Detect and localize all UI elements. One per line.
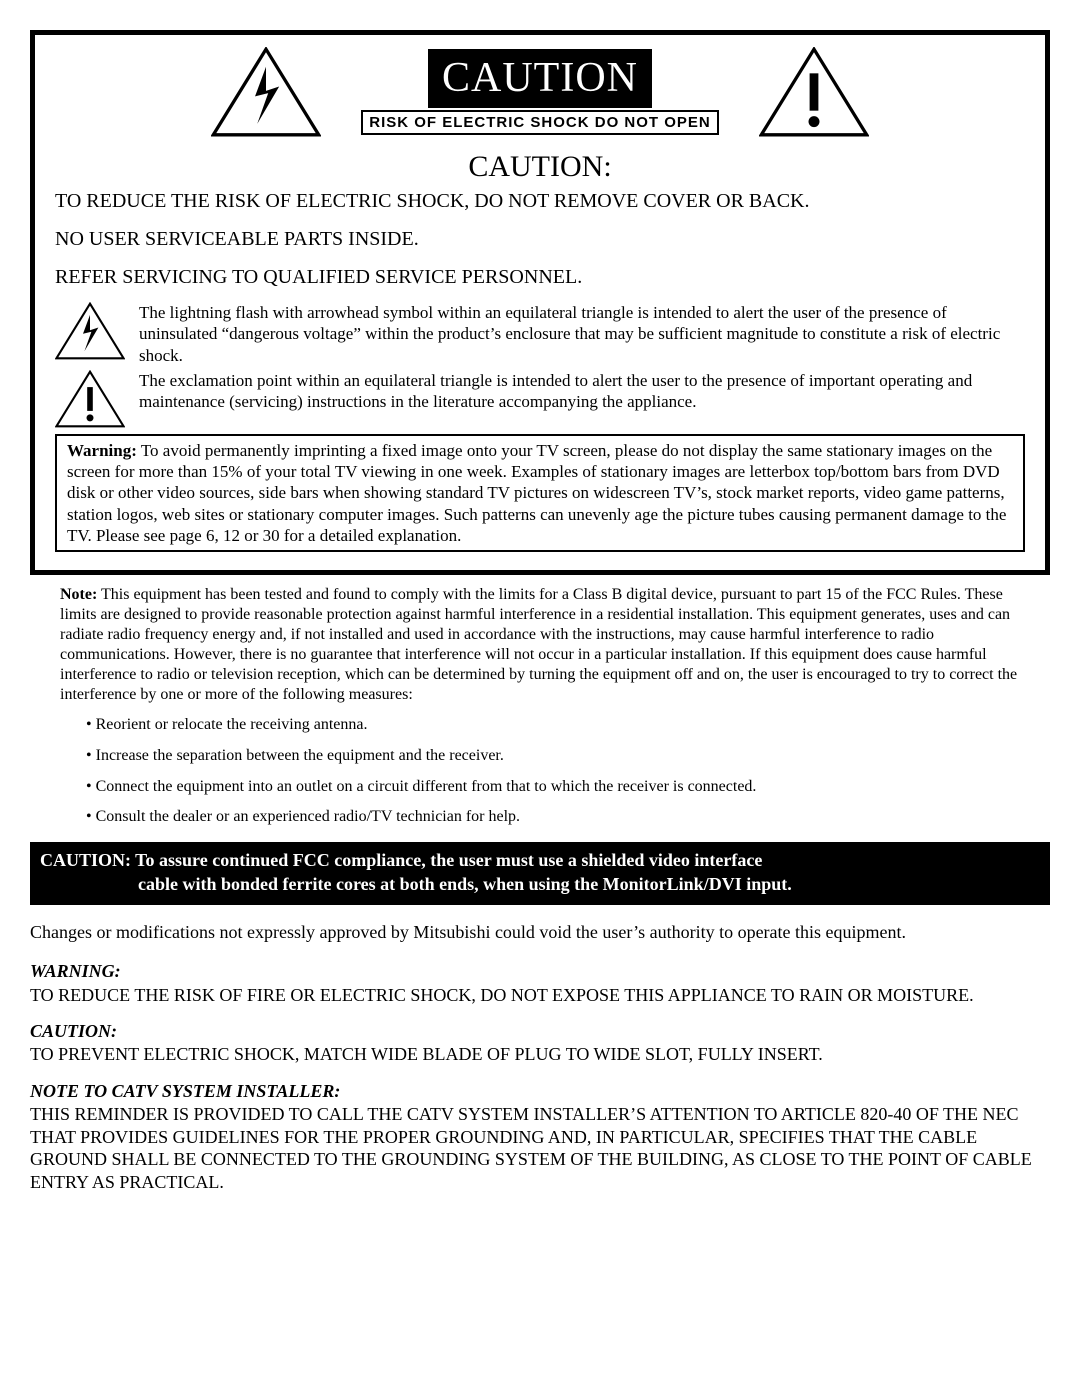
note-text: This equipment has been tested and found… — [60, 586, 1017, 703]
section-warning: WARNING: TO REDUCE THE RISK OF FIRE OR E… — [30, 960, 1050, 1006]
exclaim-triangle-icon — [759, 47, 869, 137]
exclaim-desc-row: The exclamation point within an equilate… — [55, 370, 1025, 428]
caution-title-block: CAUTION RISK OF ELECTRIC SHOCK DO NOT OP… — [361, 49, 719, 135]
warning-text: To avoid permanently imprinting a fixed … — [67, 441, 1006, 545]
warning-box: Warning: To avoid permanently imprinting… — [55, 434, 1025, 552]
list-item: Consult the dealer or an experienced rad… — [86, 807, 1050, 828]
section-body: TO PREVENT ELECTRIC SHOCK, MATCH WIDE BL… — [30, 1043, 1050, 1066]
bar-line2: cable with bonded ferrite cores at both … — [40, 872, 1040, 896]
note-label: Note: — [60, 586, 97, 603]
section-caution: CAUTION: TO PREVENT ELECTRIC SHOCK, MATC… — [30, 1020, 1050, 1066]
lightning-triangle-icon — [211, 47, 321, 137]
fcc-caution-bar: CAUTION: To assure continued FCC complia… — [30, 842, 1050, 905]
header-row: CAUTION RISK OF ELECTRIC SHOCK DO NOT OP… — [55, 47, 1025, 137]
list-item: Connect the equipment into an outlet on … — [86, 777, 1050, 798]
warning-label: Warning: — [67, 441, 137, 460]
list-item: Increase the separation between the equi… — [86, 746, 1050, 767]
changes-para: Changes or modifications not expressly a… — [30, 921, 1050, 944]
caution-banner: CAUTION — [428, 49, 652, 108]
fcc-note: Note: This equipment has been tested and… — [60, 585, 1020, 705]
lightning-desc-row: The lightning flash with arrowhead symbo… — [55, 302, 1025, 366]
exclaim-desc: The exclamation point within an equilate… — [139, 370, 1025, 413]
lightning-desc: The lightning flash with arrowhead symbo… — [139, 302, 1025, 366]
section-head: NOTE TO CATV SYSTEM INSTALLER: — [30, 1080, 1050, 1103]
section-body: TO REDUCE THE RISK OF FIRE OR ELECTRIC S… — [30, 984, 1050, 1007]
caution-panel: CAUTION RISK OF ELECTRIC SHOCK DO NOT OP… — [30, 30, 1050, 575]
bar-line1: CAUTION: To assure continued FCC complia… — [40, 848, 1040, 872]
caution-heading: CAUTION: — [55, 147, 1025, 186]
line-2: NO USER SERVICEABLE PARTS INSIDE. — [55, 226, 1025, 252]
section-catv: NOTE TO CATV SYSTEM INSTALLER: THIS REMI… — [30, 1080, 1050, 1193]
list-item: Reorient or relocate the receiving anten… — [86, 715, 1050, 736]
lightning-triangle-icon — [55, 302, 125, 360]
section-head: WARNING: — [30, 960, 1050, 983]
line-3: REFER SERVICING TO QUALIFIED SERVICE PER… — [55, 264, 1025, 290]
section-body: THIS REMINDER IS PROVIDED TO CALL THE CA… — [30, 1103, 1050, 1193]
section-head: CAUTION: — [30, 1020, 1050, 1043]
risk-subline: RISK OF ELECTRIC SHOCK DO NOT OPEN — [361, 110, 719, 136]
measures-list: Reorient or relocate the receiving anten… — [86, 715, 1050, 828]
exclaim-triangle-icon — [55, 370, 125, 428]
line-1: TO REDUCE THE RISK OF ELECTRIC SHOCK, DO… — [55, 188, 1025, 214]
